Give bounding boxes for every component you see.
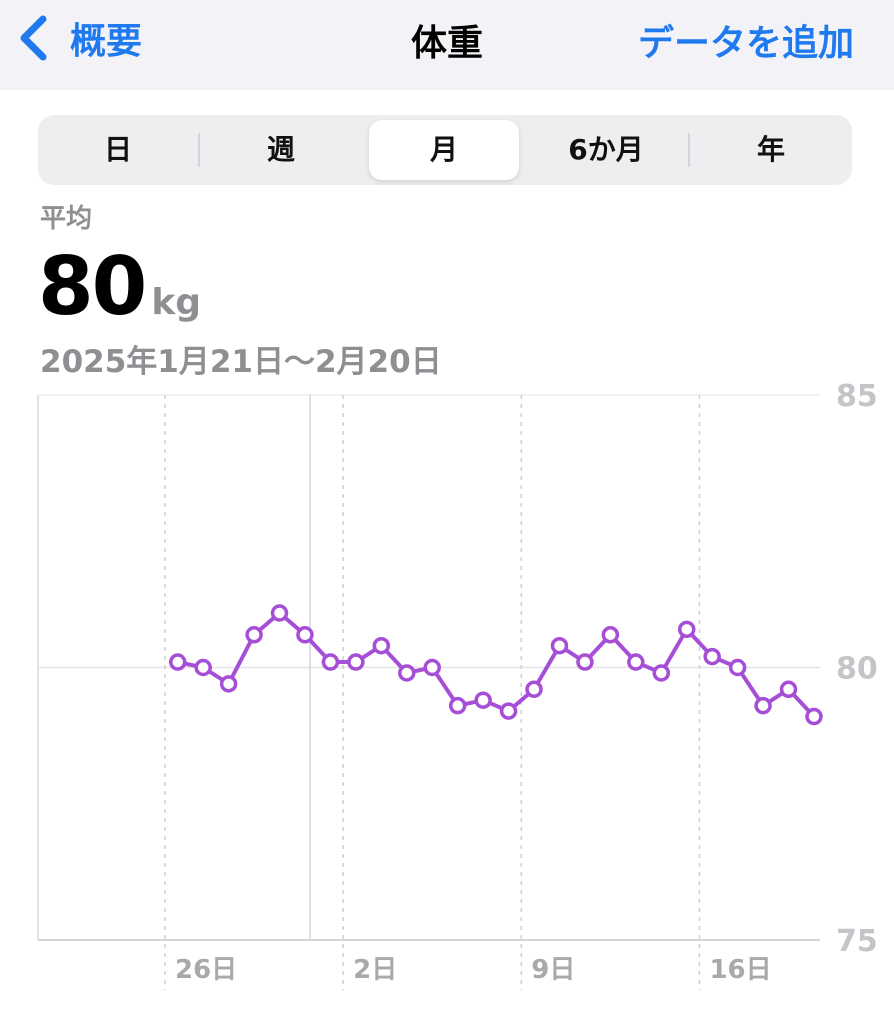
chevron-left-icon [20,15,47,61]
data-point [296,626,314,644]
data-point [499,702,518,720]
data-point [677,620,696,639]
segment-divider [198,133,200,167]
segment-year[interactable]: 年 [756,133,785,166]
segment-day[interactable]: 日 [103,133,132,166]
data-point [372,636,391,655]
data-point [550,636,569,655]
data-point [168,653,187,671]
data-point [270,604,289,622]
data-point [601,626,620,644]
data-point [194,658,212,677]
segment-divider [688,133,690,167]
segment-week[interactable]: 週 [266,133,295,166]
data-point [627,653,645,671]
y-tick-label: 85 [836,379,878,414]
x-tick-label: 9日 [531,955,575,985]
data-point [652,664,671,682]
page-title: 体重 [410,23,483,64]
data-point [347,653,365,671]
data-point [525,680,543,699]
segment-six-months[interactable]: 6か月 [568,133,644,166]
data-point [321,653,340,671]
y-tick-label: 80 [836,652,878,687]
data-point [779,680,798,699]
data-point [805,707,823,726]
navigation-bar: 概要 体重 データを追加 [0,0,894,90]
back-button-label: 概要 [70,21,143,62]
average-label: 平均 [40,204,93,234]
date-range-label: 2025年1月21日～2月20日 [40,344,442,380]
data-point [754,696,772,715]
back-button[interactable]: 概要 [18,12,142,64]
data-point [703,647,721,666]
x-tick-label: 26日 [175,955,237,985]
data-point [219,675,238,693]
average-number: 80 [38,240,147,333]
average-unit: kg [151,282,202,323]
segment-month[interactable]: 月 [369,120,519,180]
data-point [448,696,467,715]
data-point [576,653,594,671]
data-point [728,658,747,677]
data-point [423,658,441,677]
x-tick-label: 16日 [709,955,771,985]
average-value: 80 kg [38,240,201,333]
series-line [175,611,816,719]
add-data-button[interactable]: データを追加 [637,23,854,64]
x-tick-label: 2日 [353,955,397,985]
y-tick-label: 75 [836,924,878,959]
data-point [474,691,492,709]
time-range-segmented-control: 日 週 月 6か月 年 [38,115,852,185]
data-point [245,626,263,644]
data-point [398,664,416,682]
